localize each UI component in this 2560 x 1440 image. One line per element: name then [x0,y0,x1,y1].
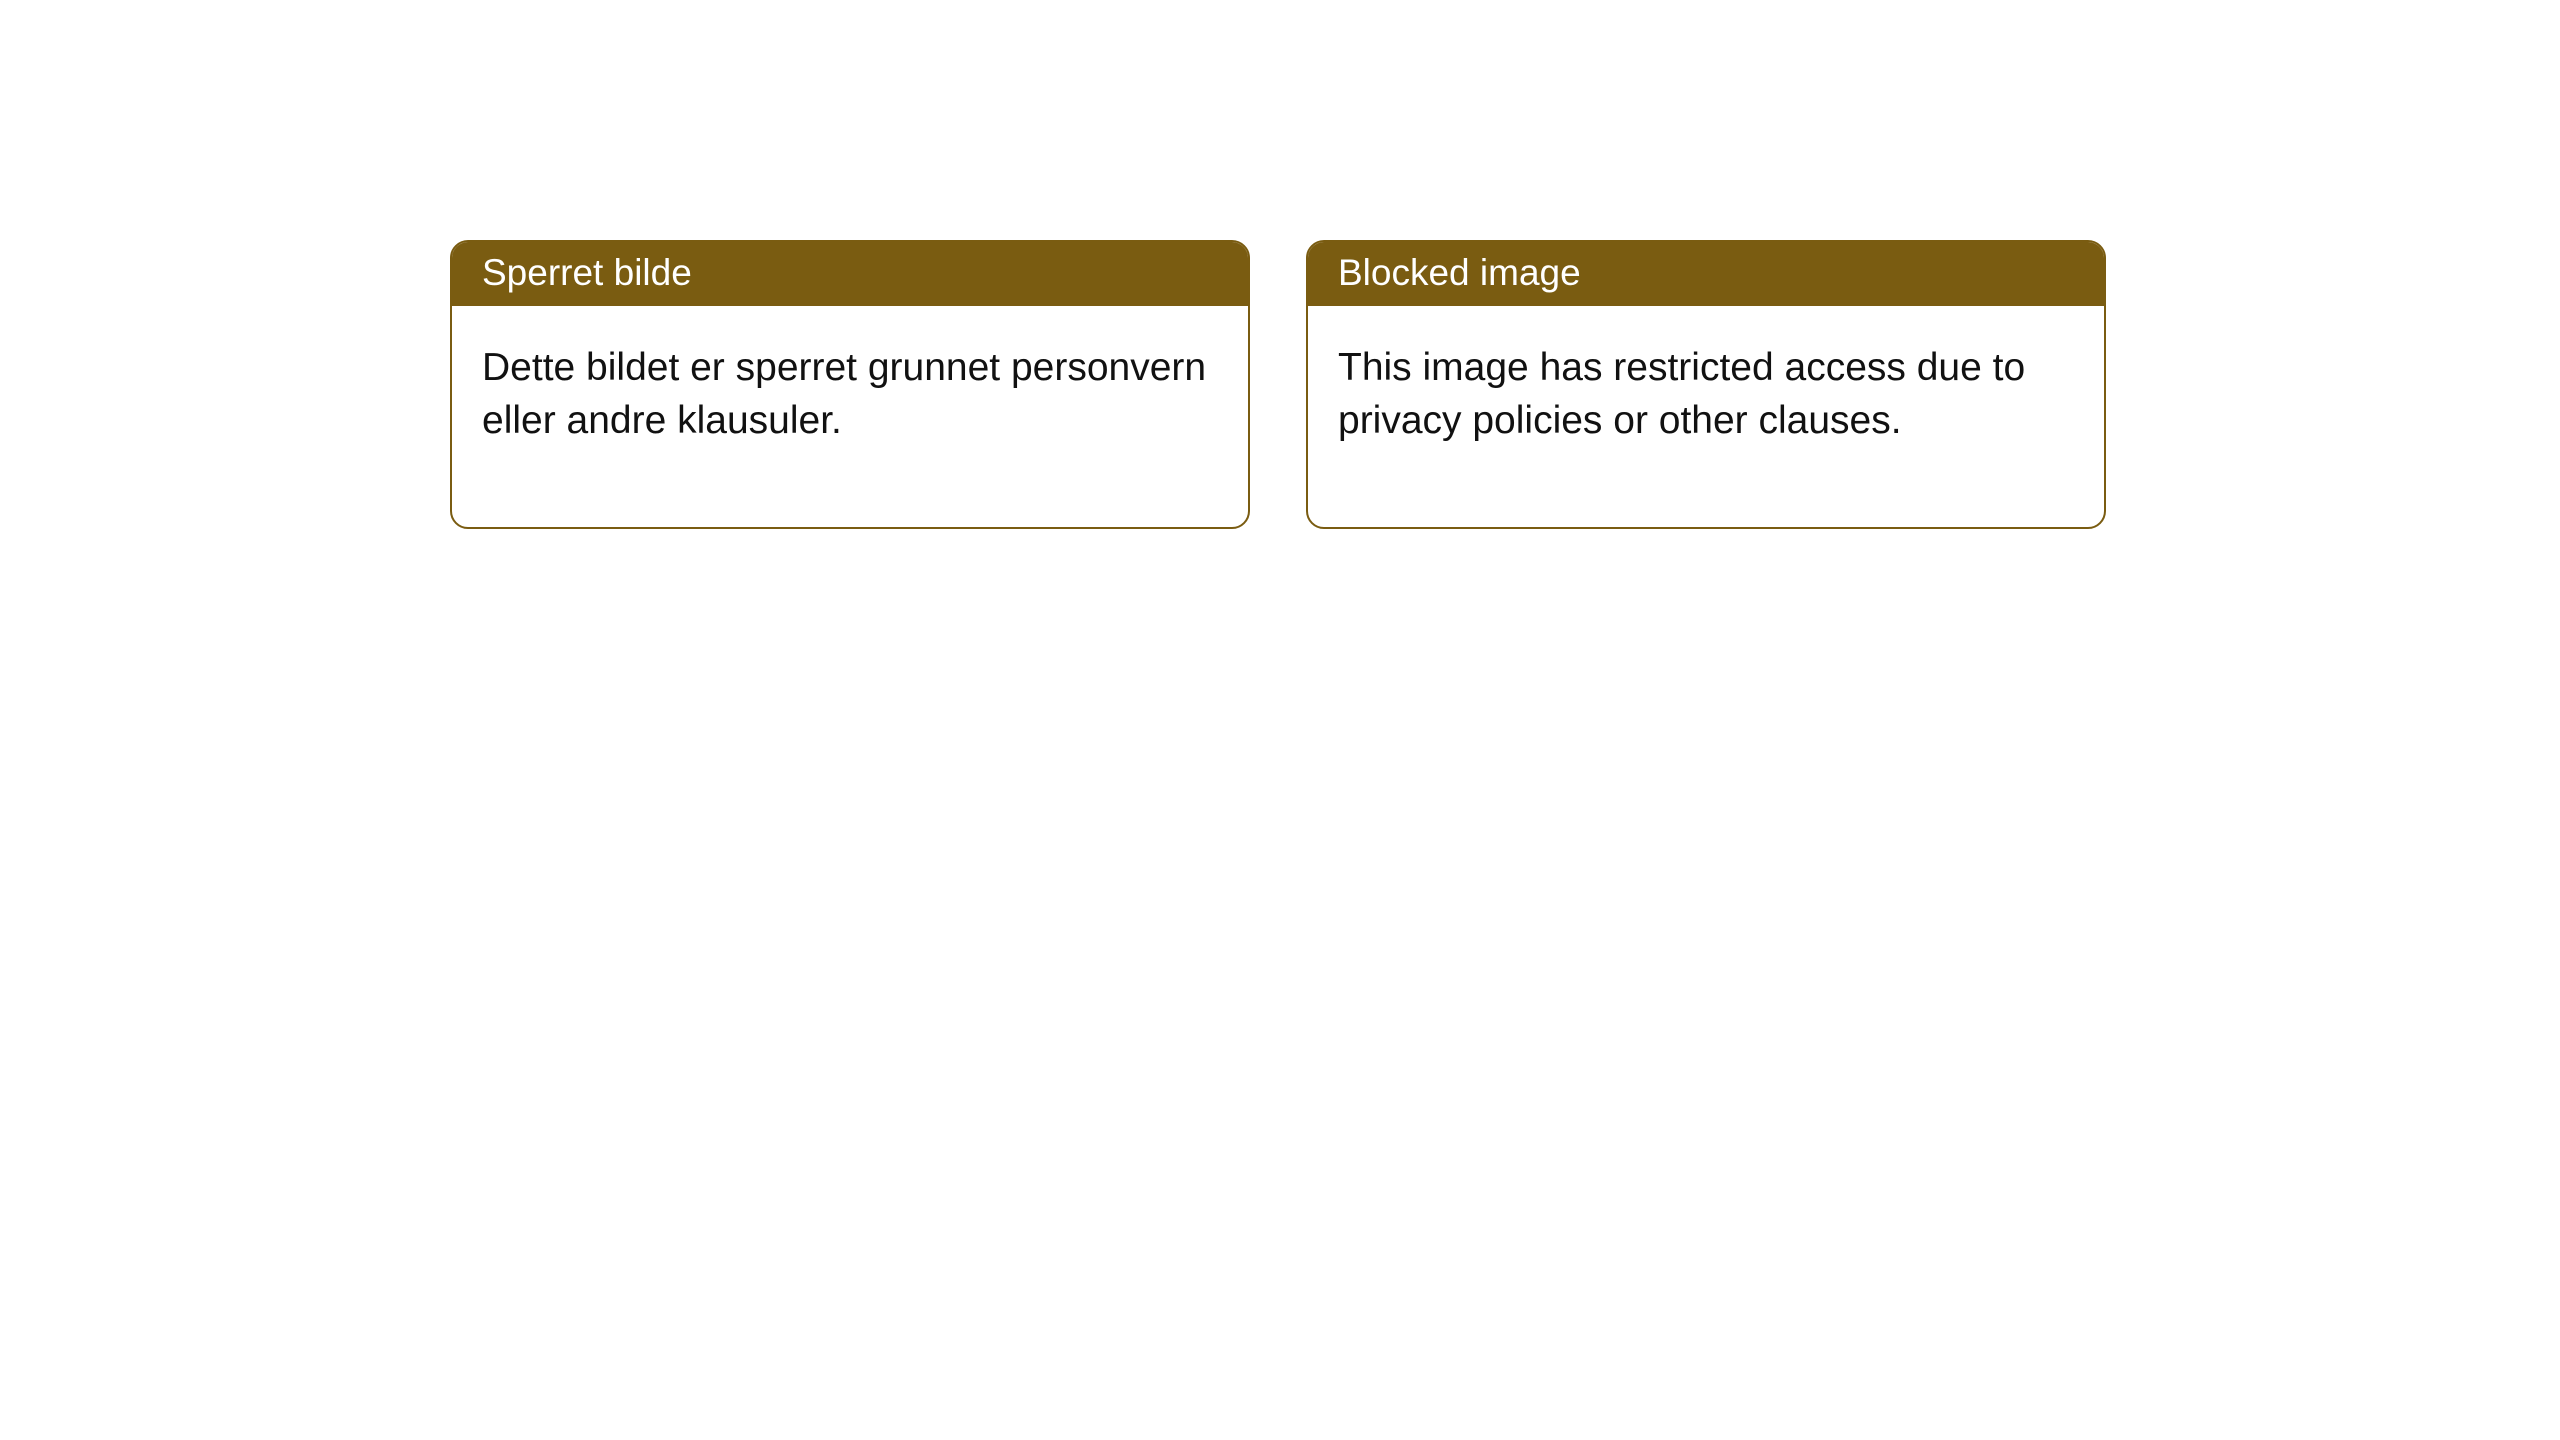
card-header-text: Blocked image [1338,252,1581,293]
card-header: Blocked image [1308,242,2104,306]
card-body: This image has restricted access due to … [1308,306,2104,527]
card-body: Dette bildet er sperret grunnet personve… [452,306,1248,527]
notice-cards-container: Sperret bilde Dette bildet er sperret gr… [450,240,2106,529]
card-body-text: This image has restricted access due to … [1338,346,2025,442]
notice-card-english: Blocked image This image has restricted … [1306,240,2106,529]
card-header-text: Sperret bilde [482,252,692,293]
card-body-text: Dette bildet er sperret grunnet personve… [482,346,1206,442]
card-header: Sperret bilde [452,242,1248,306]
notice-card-norwegian: Sperret bilde Dette bildet er sperret gr… [450,240,1250,529]
